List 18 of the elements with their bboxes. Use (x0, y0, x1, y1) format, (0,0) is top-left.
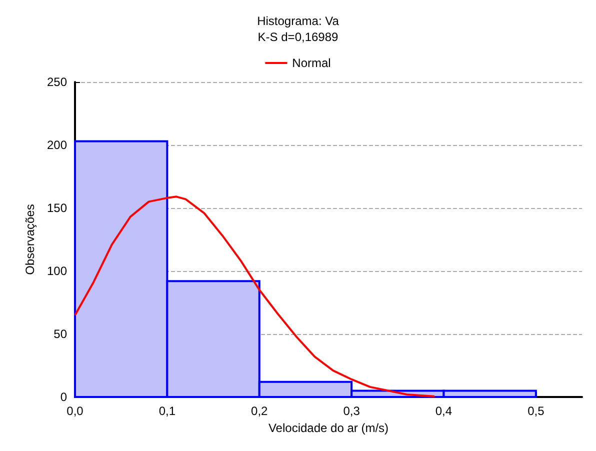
y-tick-label: 200 (46, 138, 68, 152)
x-tick-label: 0,2 (251, 404, 268, 418)
x-tick-label: 0,5 (528, 404, 545, 418)
y-tick-label: 150 (46, 201, 68, 215)
x-tick-label: 0,0 (66, 404, 84, 418)
legend-label: Normal (292, 56, 331, 70)
y-tick-label: 250 (46, 75, 68, 89)
x-tick-label: 0,3 (343, 404, 360, 418)
y-axis-title: Observações (23, 204, 38, 275)
chart-subtitle: K-S d=0,16989 (258, 30, 339, 44)
x-tick-label: 0,1 (158, 404, 176, 418)
x-axis-title: Velocidade do ar (m/s) (268, 420, 389, 435)
y-tick-label: 100 (46, 264, 68, 278)
y-tick-label: 0 (60, 390, 68, 404)
x-tick-label: 0,4 (435, 404, 452, 418)
line-series (74, 196, 436, 398)
y-tick-label: 50 (54, 327, 68, 341)
chart-title: Histograma: Va (257, 14, 340, 28)
